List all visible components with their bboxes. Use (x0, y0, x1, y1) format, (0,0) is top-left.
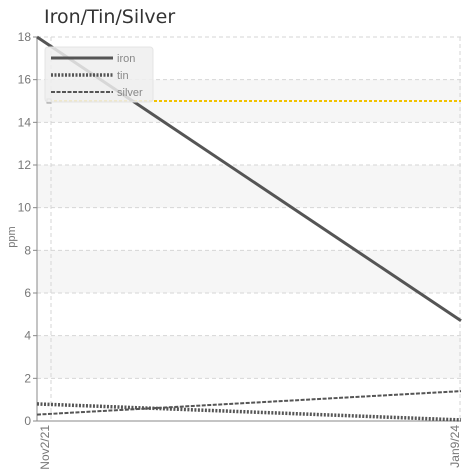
y-tick-label: 10 (18, 201, 32, 215)
y-tick-label: 0 (24, 414, 31, 428)
plot-bands (37, 79, 461, 379)
legend-box (44, 46, 154, 103)
legend-label-iron: iron (117, 53, 135, 65)
plot-band (37, 165, 461, 208)
y-tick-label: 2 (24, 371, 31, 385)
y-tick-label: 16 (18, 73, 32, 87)
legend-label-tin: tin (117, 70, 129, 82)
y-tick-label: 6 (24, 286, 31, 300)
legend-label-silver: silver (117, 87, 143, 99)
y-tick-label: 14 (18, 115, 32, 129)
y-tick-label: 12 (18, 158, 32, 172)
x-tick-labels: Nov2/21 Jan9/24 (38, 425, 462, 470)
y-axis-title: ppm (6, 226, 18, 247)
chart-title: Iron/Tin/Silver (44, 6, 176, 28)
y-tick-labels: 0 2 4 6 8 10 12 14 16 18 (18, 30, 37, 428)
series-line-silver (36, 390, 462, 416)
legend: iron tin silver (44, 46, 154, 103)
y-tick-label: 18 (18, 30, 32, 44)
y-tick-label: 4 (24, 329, 31, 343)
plot-band (37, 250, 461, 293)
series-line-tin (36, 402, 462, 422)
x-tick-label: Jan9/24 (448, 425, 462, 468)
x-tick-label: Nov2/21 (38, 425, 52, 470)
plot-band (37, 335, 461, 379)
axes (36, 37, 461, 422)
y-tick-label: 8 (24, 243, 31, 257)
